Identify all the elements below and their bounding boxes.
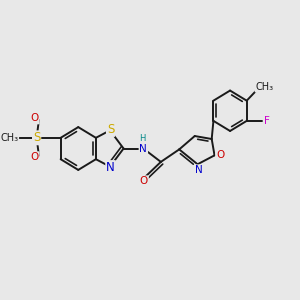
- Text: CH₃: CH₃: [0, 133, 18, 143]
- Text: CH₃: CH₃: [255, 82, 274, 92]
- Text: S: S: [33, 131, 40, 144]
- Text: O: O: [31, 152, 39, 162]
- Text: O: O: [31, 113, 39, 124]
- Text: S: S: [107, 123, 114, 136]
- Text: N: N: [106, 161, 115, 174]
- Text: N: N: [140, 143, 147, 154]
- Text: H: H: [139, 134, 145, 142]
- Text: N: N: [195, 165, 203, 175]
- Text: F: F: [264, 116, 270, 126]
- Text: O: O: [216, 150, 224, 160]
- Text: O: O: [140, 176, 148, 186]
